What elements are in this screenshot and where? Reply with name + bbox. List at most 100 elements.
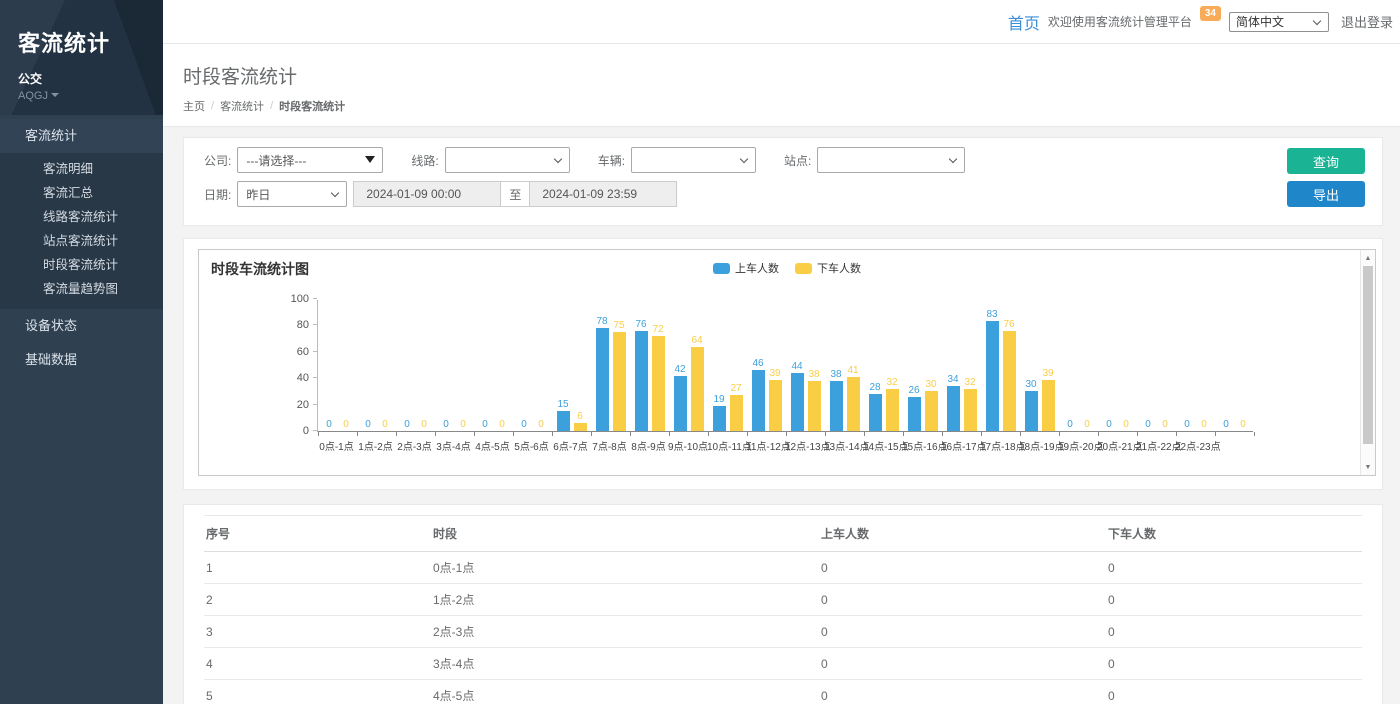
bar-group-14点-15点: 2832 [864,300,903,431]
sidebar-submenu: 客流明细客流汇总线路客流统计站点客流统计时段客流统计客流量趋势图 [0,153,163,309]
scrollbar-thumb[interactable] [1363,266,1373,444]
bar-value-label: 0 [1084,419,1090,430]
notification-badge: 34 [1200,6,1221,21]
sidebar-item-线路客流统计[interactable]: 线路客流统计 [0,205,163,229]
x-axis-label: 9点-10点 [668,438,707,453]
user-dropdown[interactable]: AQGJ [18,90,163,102]
date-start-input[interactable]: 2024-01-09 00:00 [353,181,501,207]
home-link[interactable]: 首页 [1008,10,1040,34]
bar-下车人数 [769,380,782,431]
app-root: 客流统计 公交 AQGJ 客流统计客流明细客流汇总线路客流统计站点客流统计时段客… [0,0,1400,704]
line-label: 线路: [411,152,438,169]
table-cell: 3 [204,616,431,648]
date-label: 日期: [204,186,231,203]
sidebar-item-时段客流统计[interactable]: 时段客流统计 [0,253,163,277]
scroll-up-icon[interactable]: ▲ [1361,251,1375,265]
table-cell: 0 [819,648,1106,680]
y-axis-tick: 40 [269,372,309,384]
bar-column: 0 [1081,300,1094,431]
legend-label: 下车人数 [817,260,861,276]
bar-column: 76 [635,300,648,431]
breadcrumb-item[interactable]: 客流统计 [220,98,264,114]
bar-value-label: 19 [713,394,724,405]
breadcrumb-item[interactable]: 主页 [183,98,205,114]
date-preset-select[interactable]: 昨日 [237,181,347,207]
bar-下车人数 [808,381,821,431]
filter-row-1: 公司: ---请选择--- 线路: 车辆: 站点: [204,147,1362,173]
vehicle-select[interactable] [631,147,756,173]
x-axis-label: 20点-21点 [1097,438,1136,453]
bar-下车人数 [613,332,626,431]
table-row: 21点-2点00 [204,584,1362,616]
bar-value-label: 39 [1042,368,1053,379]
query-button[interactable]: 查询 [1287,148,1365,174]
main-area: 首页 欢迎使用客流统计管理平台 34 简体中文 退出登录 时段客流统计 主页/客… [163,0,1400,704]
breadcrumb-separator: / [270,100,273,112]
bar-value-label: 46 [752,358,763,369]
sidebar-item-客流汇总[interactable]: 客流汇总 [0,181,163,205]
bar-下车人数 [730,395,743,431]
bar-value-label: 42 [674,364,685,375]
station-select[interactable] [817,147,965,173]
x-axis-label: 6点-7点 [551,438,590,453]
table-cell: 0 [819,584,1106,616]
filter-actions: 查询 导出 [1287,148,1365,207]
sidebar-item-站点客流统计[interactable]: 站点客流统计 [0,229,163,253]
bar-group-23点-24点: 00 [1215,300,1254,431]
sidebar-item-客流明细[interactable]: 客流明细 [0,157,163,181]
bar-上车人数 [674,376,687,431]
bar-group-1点-2点: 00 [357,300,396,431]
bar-group-2点-3点: 00 [396,300,435,431]
sidebar-section-设备状态[interactable]: 设备状态 [0,309,163,343]
bar-column: 39 [769,300,782,431]
sidebar: 客流统计 公交 AQGJ 客流统计客流明细客流汇总线路客流统计站点客流统计时段客… [0,0,163,704]
export-button[interactable]: 导出 [1287,181,1365,207]
scroll-down-icon[interactable]: ▼ [1361,460,1375,474]
bar-group-8点-9点: 7672 [630,300,669,431]
sidebar-section-客流统计[interactable]: 客流统计 [0,119,163,153]
y-axis-tick: 100 [269,293,309,305]
company-select[interactable]: ---请选择--- [237,147,383,173]
caret-down-icon [51,93,59,97]
bar-value-label: 0 [1240,419,1246,430]
language-select[interactable]: 简体中文 [1229,12,1329,32]
y-axis-tick-mark [313,430,317,431]
bar-value-label: 0 [443,419,449,430]
sidebar-brand: 客流统计 公交 AQGJ [0,0,163,115]
x-axis-label: 7点-8点 [590,438,629,453]
x-axis-label: 21点-22点 [1136,438,1175,453]
chart-box: 时段车流统计图 上车人数下车人数 00000000000015678757672… [198,249,1376,476]
bar-column: 34 [947,300,960,431]
line-select[interactable] [445,147,570,173]
table-header-下车人数: 下车人数 [1106,516,1362,552]
y-axis-tick-mark [313,404,317,405]
logout-link[interactable]: 退出登录 [1341,12,1393,31]
bar-value-label: 0 [1123,419,1129,430]
page-heading: 时段客流统计 主页/客流统计/时段客流统计 [163,44,1400,127]
bar-上车人数 [830,381,843,431]
bar-上车人数 [713,406,726,431]
bar-column: 26 [908,300,921,431]
bar-group-17点-18点: 8376 [981,300,1020,431]
date-end-input[interactable]: 2024-01-09 23:59 [529,181,677,207]
bar-value-label: 0 [343,419,349,430]
bar-下车人数 [964,389,977,431]
page-title: 时段客流统计 [183,62,1400,89]
bar-column: 42 [674,300,687,431]
bar-value-label: 44 [791,361,802,372]
bar-上车人数 [596,328,609,431]
bar-下车人数 [847,377,860,431]
legend-item-上车人数: 上车人数 [713,260,779,276]
date-preset-value: 昨日 [246,186,270,203]
bar-value-label: 30 [925,379,936,390]
bar-group-15点-16点: 26 30 [903,300,942,431]
sidebar-section-基础数据[interactable]: 基础数据 [0,343,163,377]
bar-group-12点-13点: 4438 [786,300,825,431]
bar-column: 19 [713,300,726,431]
date-to-label: 至 [501,181,529,207]
y-axis-tick-mark [313,377,317,378]
bar-column: 6 [574,300,587,431]
y-axis-tick: 80 [269,319,309,331]
bar-下车人数 [1042,380,1055,431]
sidebar-item-客流量趋势图[interactable]: 客流量趋势图 [0,277,163,301]
